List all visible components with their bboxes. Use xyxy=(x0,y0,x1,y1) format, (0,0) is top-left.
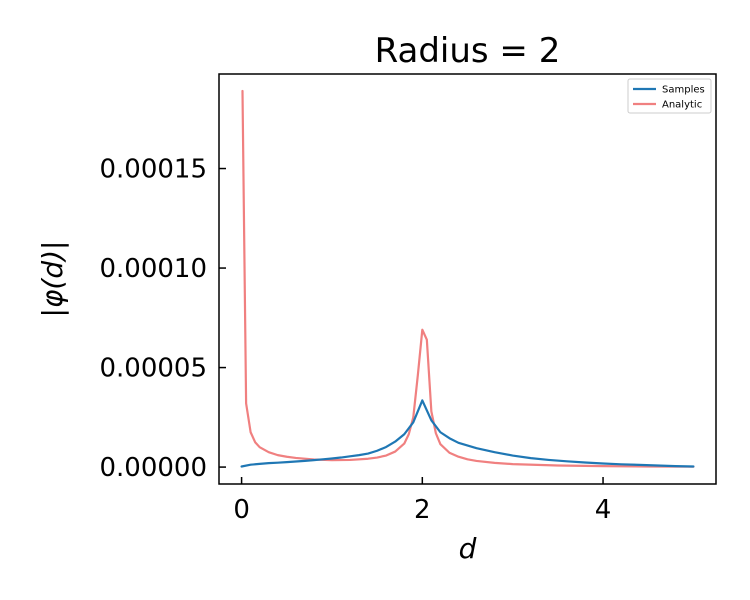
y-tick-label: 0.00010 xyxy=(99,254,207,284)
y-tick-label: 0.00000 xyxy=(99,453,207,483)
y-axis-label: |φ(d)| xyxy=(36,241,69,318)
series-line-samples xyxy=(240,399,695,468)
x-tick-label: 0 xyxy=(233,495,250,525)
x-axis-label: d xyxy=(459,532,477,565)
chart-title: Radius = 2 xyxy=(375,31,561,71)
legend-label: Analytic xyxy=(662,100,702,111)
series-line-analytic xyxy=(241,89,695,468)
series-layer xyxy=(240,89,695,468)
x-tick-label: 2 xyxy=(414,495,431,525)
y-tick-label: 0.00005 xyxy=(99,354,207,384)
x-axis-ticks: 0 2 4 xyxy=(233,477,611,525)
y-tick-label: 0.00015 xyxy=(99,155,207,185)
plot-frame xyxy=(218,73,717,485)
legend-label: Samples xyxy=(662,85,705,96)
y-axis-ticks: 0.00000 0.00005 0.00010 0.00015 xyxy=(99,155,226,483)
x-tick-label: 4 xyxy=(595,495,612,525)
legend: Samples Analytic xyxy=(627,78,712,114)
